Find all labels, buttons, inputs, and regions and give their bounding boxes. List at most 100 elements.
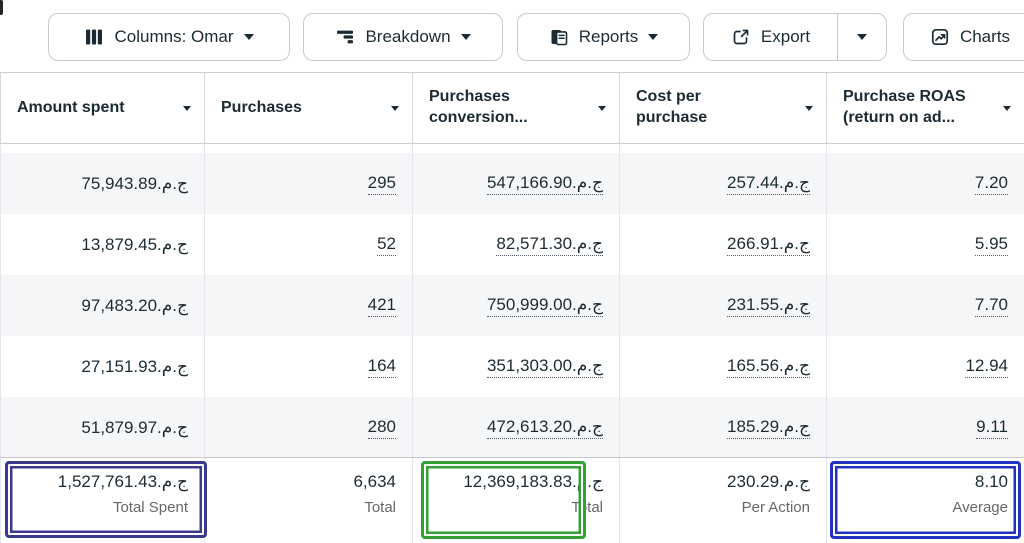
table-row: 75,943.89.م.ج 295 547,166.90.م.ج 257.44.… [0,153,1024,214]
roas-cell: 5.95 [827,214,1024,275]
chevron-down-icon [648,34,658,40]
chevron-down-icon [244,34,254,40]
amount-spent-value: 75,943.89.م.ج [81,174,188,194]
conversion-value[interactable]: 750,999.00.م.ج [487,295,603,317]
purchases-value[interactable]: 52 [377,234,396,256]
breakdown-icon [335,27,355,47]
amount-spent-cell: 27,151.93.م.ج [0,336,205,397]
column-header-amount-spent[interactable]: Amount spent [0,73,205,143]
roas-cell: 7.20 [827,153,1024,214]
column-header-cost-per-purchase[interactable]: Cost per purchase [620,73,827,143]
roas-value[interactable]: 9.11 [976,417,1008,439]
amount-spent-cell: 13,879.45.م.ج [0,214,205,275]
chevron-down-icon[interactable] [598,106,606,111]
conversion-total-label: Total [571,499,603,516]
cost-per-purchase-total-value: 230.29.م.ج [727,472,810,492]
purchases-cell: 421 [205,275,413,336]
cost-per-purchase-cell: 266.91.م.ج [620,214,827,275]
columns-icon [84,27,104,47]
roas-average-value: 8.10 [975,472,1008,492]
reports-button[interactable]: Reports [517,13,690,61]
toolbar: Columns: Omar Breakdown [0,0,1024,72]
purchases-total-value: 6,634 [353,472,396,492]
chevron-down-icon[interactable] [1003,106,1011,111]
column-header-label: Amount spent [17,98,177,119]
export-button-group: Export [703,13,887,61]
export-icon [731,27,751,47]
cost-per-purchase-cell: 231.55.م.ج [620,275,827,336]
conversion-value[interactable]: 472,613.20.م.ج [487,417,603,439]
cost-per-purchase-value[interactable]: 185.29.م.ج [727,417,810,439]
cost-per-purchase-value[interactable]: 165.56.م.ج [727,356,810,378]
conversion-value-cell: 547,166.90.م.ج [413,153,620,214]
amount-spent-cell: 97,483.20.م.ج [0,275,205,336]
conversion-value[interactable]: 82,571.30.م.ج [496,234,603,256]
column-header-label: Purchases conversion... [429,87,592,129]
columns-button-label: Columns: Omar [114,27,233,47]
chevron-down-icon [857,34,867,40]
purchases-value[interactable]: 164 [368,356,396,378]
purchases-value[interactable]: 295 [368,173,396,195]
cost-per-purchase-total-cell: 230.29.م.ج Per Action [620,458,827,543]
column-header-purchase-roas[interactable]: Purchase ROAS (return on ad... [827,73,1024,143]
roas-cell: 7.70 [827,275,1024,336]
roas-cell: 12.94 [827,336,1024,397]
table-body: 75,943.89.م.ج 295 547,166.90.م.ج 257.44.… [0,145,1024,458]
purchases-value[interactable]: 421 [368,295,396,317]
cost-per-purchase-value[interactable]: 266.91.م.ج [727,234,810,256]
export-button[interactable]: Export [704,14,837,60]
column-header-label: Cost per purchase [636,87,799,129]
purchases-cell: 295 [205,153,413,214]
roas-value[interactable]: 5.95 [975,234,1008,256]
export-button-label: Export [761,27,810,47]
reports-button-label: Reports [579,27,639,47]
breakdown-button[interactable]: Breakdown [303,13,503,61]
conversion-total-value: 12,369,183.83.م.ج [463,472,603,492]
charts-button[interactable]: Charts [903,13,1024,61]
purchases-total-label: Total [364,499,396,516]
cost-per-purchase-cell: 185.29.م.ج [620,397,827,458]
conversion-value[interactable]: 547,166.90.م.ج [487,173,603,195]
cost-per-purchase-value[interactable]: 231.55.م.ج [727,295,810,317]
column-header-purchases[interactable]: Purchases [205,73,413,143]
chevron-down-icon[interactable] [183,106,191,111]
charts-icon [930,27,950,47]
cost-per-purchase-cell: 165.56.م.ج [620,336,827,397]
total-spent-label: Total Spent [113,499,188,516]
amount-spent-value: 13,879.45.م.ج [81,235,188,255]
purchases-cell: 164 [205,336,413,397]
column-header-purchases-conversion[interactable]: Purchases conversion... [413,73,620,143]
chevron-down-icon [461,34,471,40]
export-options-button[interactable] [837,14,886,60]
breakdown-button-label: Breakdown [365,27,450,47]
roas-value[interactable]: 12.94 [965,356,1008,378]
purchases-cell: 52 [205,214,413,275]
conversion-value-cell: 351,303.00.م.ج [413,336,620,397]
roas-cell: 9.11 [827,397,1024,458]
conversion-value-cell: 82,571.30.م.ج [413,214,620,275]
reports-icon [549,27,569,47]
table-footer-row: 1,527,761.43.م.ج Total Spent 6,634 Total… [0,457,1024,543]
conversion-value[interactable]: 351,303.00.م.ج [487,356,603,378]
roas-value[interactable]: 7.20 [975,173,1008,195]
table-spacer-row [0,145,1024,153]
conversion-value-cell: 472,613.20.م.ج [413,397,620,458]
charts-button-label: Charts [960,27,1010,47]
total-spent-value: 1,527,761.43.م.ج [58,472,188,492]
roas-value[interactable]: 7.70 [975,295,1008,317]
roas-average-cell: 8.10 Average [827,458,1024,543]
amount-spent-value: 51,879.97.م.ج [81,418,188,438]
column-header-label: Purchase ROAS (return on ad... [843,87,997,129]
roas-average-label: Average [952,499,1008,516]
cost-per-purchase-total-label: Per Action [742,499,810,516]
column-header-label: Purchases [221,98,385,119]
table-row: 13,879.45.م.ج 52 82,571.30.م.ج 266.91.م.… [0,214,1024,275]
purchases-total-cell: 6,634 Total [205,458,413,543]
cost-per-purchase-value[interactable]: 257.44.م.ج [727,173,810,195]
columns-button[interactable]: Columns: Omar [48,13,290,61]
chevron-down-icon[interactable] [805,106,813,111]
purchases-value[interactable]: 280 [368,417,396,439]
ads-manager-metrics-view: Columns: Omar Breakdown [0,0,1024,543]
chevron-down-icon[interactable] [391,106,399,111]
conversion-total-cell: 12,369,183.83.م.ج Total [413,458,620,543]
